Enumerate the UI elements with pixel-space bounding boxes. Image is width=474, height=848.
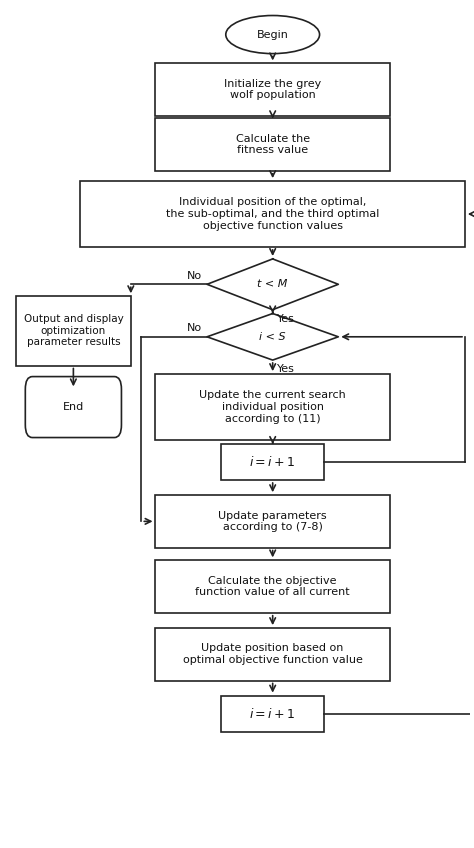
FancyBboxPatch shape — [155, 628, 390, 681]
Text: Individual position of the optimal,
the sub-optimal, and the third optimal
objec: Individual position of the optimal, the … — [166, 198, 379, 231]
Text: End: End — [63, 402, 84, 412]
Text: t < M: t < M — [257, 279, 288, 289]
FancyBboxPatch shape — [155, 64, 390, 116]
Text: Update position based on
optimal objective function value: Update position based on optimal objecti… — [183, 644, 363, 665]
FancyBboxPatch shape — [155, 561, 390, 613]
Text: Initialize the grey
wolf population: Initialize the grey wolf population — [224, 79, 321, 100]
Text: $i=i+1$: $i=i+1$ — [249, 706, 296, 721]
Text: Update the current search
individual position
according to (11): Update the current search individual pos… — [199, 390, 346, 424]
FancyBboxPatch shape — [221, 695, 324, 732]
FancyBboxPatch shape — [155, 495, 390, 548]
Text: Yes: Yes — [277, 314, 295, 324]
Text: Calculate the
fitness value: Calculate the fitness value — [236, 134, 310, 155]
Text: No: No — [187, 271, 202, 281]
FancyBboxPatch shape — [16, 296, 131, 365]
Ellipse shape — [226, 15, 319, 53]
FancyBboxPatch shape — [25, 377, 121, 438]
Text: Yes: Yes — [277, 365, 295, 374]
Polygon shape — [207, 259, 338, 310]
FancyBboxPatch shape — [155, 374, 390, 440]
Text: Calculate the objective
function value of all current: Calculate the objective function value o… — [195, 576, 350, 597]
Text: $i=i+1$: $i=i+1$ — [249, 455, 296, 469]
Text: Output and display
optimization
parameter results: Output and display optimization paramete… — [24, 315, 123, 348]
Text: Update parameters
according to (7-8): Update parameters according to (7-8) — [219, 510, 327, 533]
Text: i < S: i < S — [259, 332, 286, 342]
Text: Begin: Begin — [257, 30, 289, 40]
Text: No: No — [187, 323, 202, 333]
FancyBboxPatch shape — [81, 181, 465, 247]
FancyBboxPatch shape — [155, 119, 390, 170]
Polygon shape — [207, 314, 338, 360]
FancyBboxPatch shape — [221, 444, 324, 480]
